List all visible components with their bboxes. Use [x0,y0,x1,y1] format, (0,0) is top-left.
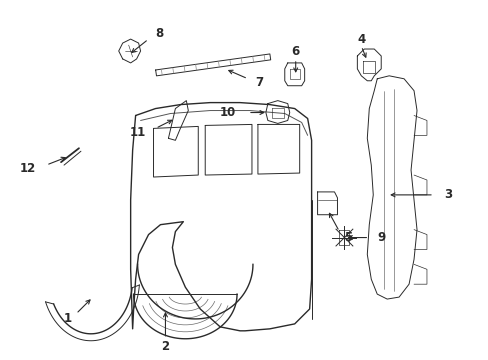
Text: 10: 10 [219,106,236,119]
Text: 8: 8 [155,27,163,40]
Text: 6: 6 [291,45,299,58]
Text: 9: 9 [376,231,385,244]
Text: 5: 5 [344,231,352,244]
Text: 2: 2 [161,340,169,353]
Text: 12: 12 [20,162,36,175]
Text: 3: 3 [443,188,451,201]
Text: 4: 4 [356,33,365,46]
Text: 7: 7 [254,76,263,89]
Text: 11: 11 [129,126,145,139]
Text: 1: 1 [64,312,72,325]
